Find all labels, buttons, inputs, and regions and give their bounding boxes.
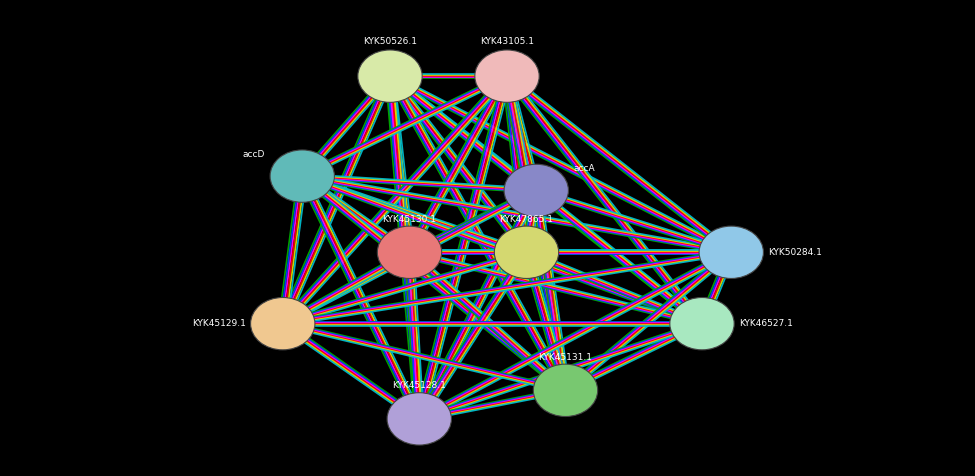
Ellipse shape (533, 364, 598, 416)
Text: KYK46527.1: KYK46527.1 (739, 319, 793, 328)
Text: KYK45129.1: KYK45129.1 (192, 319, 246, 328)
Text: KYK50284.1: KYK50284.1 (768, 248, 822, 257)
Text: KYK45131.1: KYK45131.1 (538, 353, 593, 362)
Ellipse shape (358, 50, 422, 102)
Text: KYK45128.1: KYK45128.1 (392, 381, 447, 390)
Ellipse shape (494, 226, 559, 278)
Text: KYK47865.1: KYK47865.1 (499, 215, 554, 224)
Ellipse shape (377, 226, 442, 278)
Ellipse shape (504, 164, 568, 217)
Text: KYK43105.1: KYK43105.1 (480, 37, 534, 46)
Text: KYK45130.1: KYK45130.1 (382, 215, 437, 224)
Ellipse shape (251, 298, 315, 350)
Ellipse shape (270, 150, 334, 202)
Ellipse shape (670, 298, 734, 350)
Text: accA: accA (573, 165, 595, 173)
Text: KYK50526.1: KYK50526.1 (363, 37, 417, 46)
Text: accD: accD (243, 150, 265, 159)
Ellipse shape (699, 226, 763, 278)
Ellipse shape (387, 393, 451, 445)
Ellipse shape (475, 50, 539, 102)
